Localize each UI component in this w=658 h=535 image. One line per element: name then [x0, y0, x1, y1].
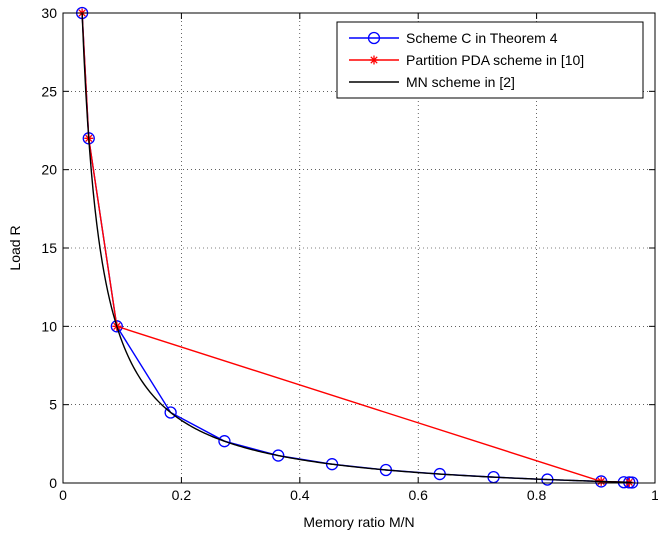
- y-tick-label: 25: [41, 83, 57, 99]
- data-point-circle: [218, 435, 231, 448]
- y-tick-label: 5: [49, 397, 57, 413]
- x-tick-label: 1: [651, 487, 658, 503]
- y-tick-label: 20: [41, 162, 57, 178]
- legend-label: MN scheme in [2]: [406, 74, 515, 90]
- x-tick-label: 0.8: [527, 487, 547, 503]
- y-tick-label: 10: [41, 318, 57, 334]
- data-point-star: [369, 55, 379, 65]
- legend-entry: MN scheme in [2]: [349, 74, 515, 90]
- legend-label: Partition PDA scheme in [10]: [406, 52, 584, 68]
- y-tick-label: 15: [41, 240, 57, 256]
- legend-label: Scheme C in Theorem 4: [406, 30, 558, 46]
- y-tick-label: 0: [49, 475, 57, 491]
- legend-entry: Scheme C in Theorem 4: [349, 30, 558, 46]
- x-tick-label: 0: [59, 487, 67, 503]
- y-axis-label: Load R: [7, 225, 23, 270]
- data-point-circle: [272, 449, 285, 462]
- data-point-circle: [110, 320, 123, 333]
- x-tick-label: 0.4: [290, 487, 310, 503]
- legend-entry: Partition PDA scheme in [10]: [349, 52, 584, 68]
- series-line-mn-scheme: [81, 13, 633, 484]
- series-mn-scheme: [81, 13, 633, 484]
- x-tick-label: 0.6: [408, 487, 428, 503]
- x-tick-label: 0.2: [172, 487, 192, 503]
- data-point-circle: [367, 31, 381, 45]
- x-axis-label: Memory ratio M/N: [303, 514, 414, 530]
- data-point-circle: [164, 406, 177, 419]
- y-tick-label: 30: [41, 5, 57, 21]
- series-layer: [75, 6, 639, 489]
- legend: Scheme C in Theorem 4 Partition PDA schem…: [336, 21, 644, 99]
